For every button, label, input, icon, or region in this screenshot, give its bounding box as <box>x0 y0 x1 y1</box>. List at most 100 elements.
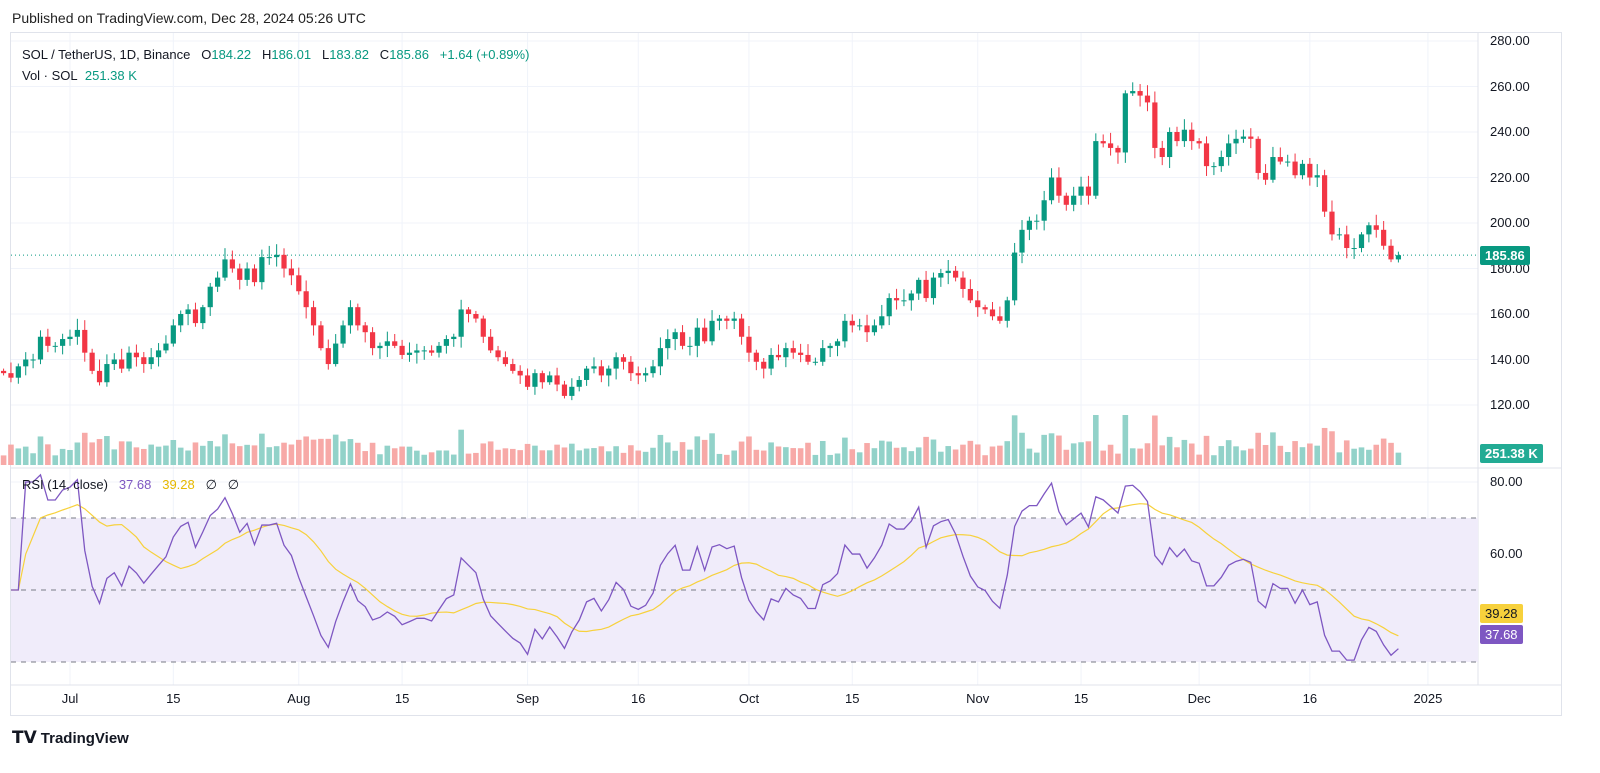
rsi-legend: RSI (14, close) 37.68 39.28 ∅ ∅ <box>22 477 239 493</box>
candle-body <box>879 316 885 326</box>
volume-bar <box>89 442 95 465</box>
volume-bar <box>915 447 922 465</box>
volume-bar <box>716 453 723 465</box>
candle-body <box>738 318 745 337</box>
candle-body <box>598 366 604 376</box>
candle-body <box>1307 163 1313 178</box>
price-label: 200.00 <box>1490 215 1530 230</box>
candle-body <box>1152 102 1158 148</box>
candle-body <box>709 320 715 342</box>
candle-body <box>864 325 870 333</box>
candle-body <box>761 361 767 369</box>
volume-bar <box>133 447 140 465</box>
volume-bar <box>384 445 391 465</box>
volume-bar <box>1196 454 1202 465</box>
candle-body <box>52 345 58 347</box>
candle-body <box>296 275 302 292</box>
volume-bar <box>1011 415 1018 465</box>
candle-body <box>1004 300 1010 321</box>
volume-bar <box>428 452 435 465</box>
volume-bar <box>295 439 302 465</box>
candle-body <box>945 270 951 274</box>
volume-bar <box>244 444 250 465</box>
candle-body <box>60 339 66 346</box>
volume-bar <box>1307 443 1313 465</box>
volume-bar <box>229 443 236 465</box>
candle-body <box>960 277 966 289</box>
volume-bar <box>938 451 944 465</box>
candle-body <box>1285 161 1291 163</box>
candle-body <box>724 318 730 321</box>
volume-bar <box>170 440 177 465</box>
candle-body <box>82 329 88 353</box>
volume-bar <box>1321 427 1328 465</box>
volume-bar <box>1373 444 1380 465</box>
volume-bar <box>554 444 560 465</box>
volume-bar <box>908 451 915 465</box>
candle-body <box>436 345 442 353</box>
candle-body <box>178 314 184 326</box>
volume-bar <box>362 451 368 465</box>
volume-bar <box>1048 433 1055 465</box>
time-label: 15 <box>1073 691 1089 706</box>
volume-bar <box>141 448 147 465</box>
candle-body <box>672 332 678 340</box>
close-label: C <box>379 47 390 62</box>
candle-body <box>1299 163 1306 176</box>
volume-bar <box>465 453 472 465</box>
rsi-ma-line <box>10 503 1399 637</box>
candle-body <box>938 273 944 278</box>
price-label: 240.00 <box>1490 124 1530 139</box>
volume-bar <box>1041 434 1047 465</box>
volume-bar <box>1292 441 1298 465</box>
volume-bar <box>96 439 103 465</box>
candle-body <box>1240 136 1247 139</box>
volume-bar <box>1211 455 1217 465</box>
candle-body <box>67 336 73 340</box>
candle-body <box>1019 229 1025 253</box>
volume-bar <box>701 439 708 465</box>
time-label: 15 <box>394 691 410 706</box>
candle-body <box>1203 143 1210 167</box>
volume-bar <box>1351 448 1357 465</box>
candle-body <box>539 373 545 383</box>
candle-body <box>1226 143 1232 158</box>
candle-body <box>421 350 427 352</box>
candle-body <box>650 366 656 374</box>
candle-body <box>1063 195 1069 205</box>
volume-bar <box>1358 447 1365 465</box>
symbol-title[interactable]: SOL / TetherUS, 1D, Binance <box>22 47 191 62</box>
tv-logo-icon: 𝗧𝗩 <box>12 728 37 747</box>
candle-body <box>886 298 892 317</box>
candle-body <box>975 300 981 308</box>
published-caption: Published on TradingView.com, Dec 28, 20… <box>12 10 366 26</box>
rsi-axis-label: 60.00 <box>1490 546 1523 561</box>
volume-label[interactable]: Vol · SOL <box>22 68 78 83</box>
candle-body <box>1262 172 1269 180</box>
volume-bar <box>620 452 627 465</box>
price-label: 280.00 <box>1490 33 1530 48</box>
volume-bar <box>539 450 546 465</box>
candle-body <box>318 325 324 349</box>
time-label: Dec <box>1187 691 1211 706</box>
candle-body <box>288 268 294 276</box>
candle-body <box>1107 143 1114 148</box>
volume-bar <box>1188 443 1195 465</box>
candle-body <box>458 309 464 337</box>
volume-bar <box>222 434 228 465</box>
volume-bar <box>1033 452 1040 465</box>
volume-bar <box>59 448 66 465</box>
volume-bar <box>200 445 206 465</box>
candle-body <box>1159 147 1165 158</box>
candle-body <box>842 320 848 342</box>
candle-body <box>834 341 841 346</box>
volume-bar <box>414 450 420 465</box>
volume-bar <box>1137 448 1143 465</box>
candle-body <box>141 357 147 365</box>
candle-body <box>1130 91 1136 94</box>
candle-body <box>215 277 221 287</box>
volume-bar <box>1152 415 1158 465</box>
tradingview-logo[interactable]: 𝗧𝗩 TradingView <box>12 728 129 748</box>
rsi-title[interactable]: RSI (14, close) <box>22 477 108 492</box>
